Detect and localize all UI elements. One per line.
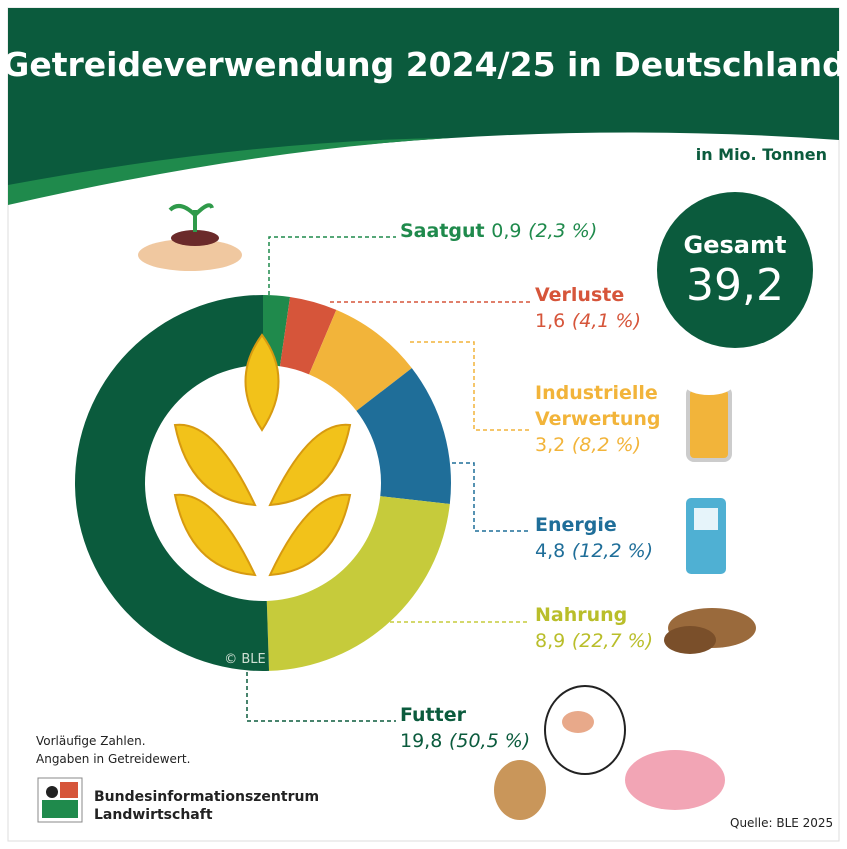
note: Vorläufige Zahlen.: [36, 732, 190, 750]
segment-label: Verluste 1,6 (4,1 %): [535, 282, 641, 334]
infographic: Getreideverwendung 2024/25 in Deutschlan…: [0, 0, 847, 849]
share-label: (4,1 %): [572, 310, 641, 332]
category-name: Industrielle Verwertung: [535, 382, 660, 430]
value-label: 0,9: [491, 220, 521, 242]
segment-label: Futter 19,8 (50,5 %): [400, 702, 530, 754]
segment-label: Saatgut 0,9 (2,3 %): [400, 218, 597, 244]
value-label: 1,6: [535, 310, 565, 332]
segment-label: Nahrung 8,9 (22,7 %): [535, 602, 653, 654]
note: Angaben in Getreidewert.: [36, 750, 190, 768]
copyright: © BLE: [224, 652, 266, 667]
category-name: Verluste: [535, 284, 624, 306]
unit-label: in Mio. Tonnen: [696, 145, 827, 164]
total-title: Gesamt: [684, 231, 787, 259]
share-label: (22,7 %): [572, 630, 653, 652]
value-label: 4,8: [535, 540, 565, 562]
share-label: (50,5 %): [449, 730, 530, 752]
share-label: (2,3 %): [528, 220, 597, 242]
value-label: 3,2: [535, 434, 565, 456]
category-name: Nahrung: [535, 604, 627, 626]
total-value: 39,2: [686, 260, 784, 311]
logo: [38, 778, 82, 822]
publisher-line: Bundesinformationszentrum: [94, 788, 319, 806]
publisher-line: Landwirtschaft: [94, 806, 319, 824]
source: Quelle: BLE 2025: [730, 816, 833, 830]
notes: Vorläufige Zahlen. Angaben in Getreidewe…: [36, 732, 190, 768]
value-label: 8,9: [535, 630, 565, 652]
segment-label: Industrielle Verwertung 3,2 (8,2 %): [535, 380, 675, 458]
share-label: (12,2 %): [572, 540, 653, 562]
category-name: Saatgut: [400, 220, 485, 242]
share-label: (8,2 %): [572, 434, 641, 456]
category-name: Futter: [400, 704, 466, 726]
segment-label: Energie 4,8 (12,2 %): [535, 512, 653, 564]
chart-title: Getreideverwendung 2024/25 in Deutschlan…: [2, 45, 846, 84]
category-name: Energie: [535, 514, 617, 536]
publisher: Bundesinformationszentrum Landwirtschaft: [94, 788, 319, 824]
value-label: 19,8: [400, 730, 442, 752]
